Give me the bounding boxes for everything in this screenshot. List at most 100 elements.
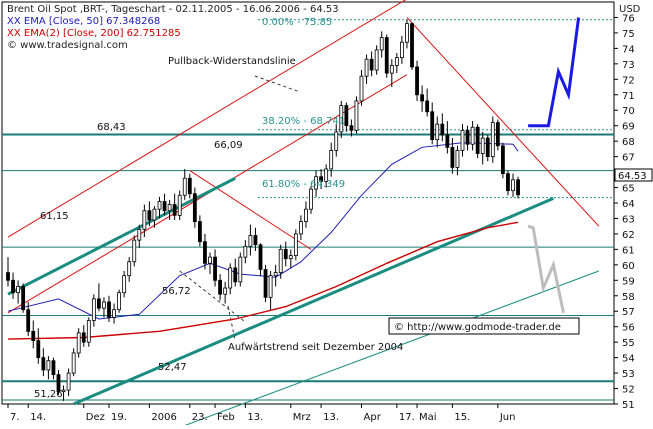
candle-body xyxy=(485,137,490,158)
candle-body xyxy=(374,49,379,71)
candle-body xyxy=(76,332,81,354)
fib-0-label: 0.00% - 75.85 xyxy=(262,17,332,28)
candle-body xyxy=(11,279,15,294)
level-label: 56,72 xyxy=(162,286,191,297)
y-tick-label: 76 xyxy=(622,13,635,24)
candle-body xyxy=(304,208,308,222)
candle-body xyxy=(465,129,470,145)
candle-body xyxy=(506,173,510,192)
candle-body xyxy=(162,201,167,212)
x-tick-label: 19. xyxy=(111,412,127,423)
candle-body xyxy=(213,256,217,281)
last-price-box xyxy=(614,168,653,182)
candle-body xyxy=(177,194,182,216)
ema50-line xyxy=(7,142,519,320)
candle-body xyxy=(283,248,288,260)
pullback-label: Pullback-Widerstandslinie xyxy=(168,56,296,67)
candle-body xyxy=(379,37,384,51)
candle-body xyxy=(500,145,505,175)
candle-body xyxy=(354,100,359,131)
candle-body xyxy=(309,188,313,210)
x-tick-label: Mai xyxy=(419,412,437,423)
y-tick-label: 55 xyxy=(622,338,635,349)
candle-body xyxy=(329,150,334,170)
candle-body xyxy=(248,235,253,247)
candle-body xyxy=(455,150,460,168)
x-tick-label: 23. xyxy=(192,412,208,423)
bull-forecast-line xyxy=(528,17,581,128)
y-tick-label: 52 xyxy=(622,385,635,396)
candle-body xyxy=(415,66,419,96)
y-tick-label: 67 xyxy=(622,153,635,164)
pullback-line xyxy=(189,170,312,250)
candle-body xyxy=(253,235,258,246)
candle-body xyxy=(258,244,263,270)
y-tick-label: 56 xyxy=(622,323,635,334)
candle-body xyxy=(66,372,71,391)
candle-body xyxy=(359,75,364,102)
header-source: © www.tradesignal.com xyxy=(7,40,128,51)
candle-body xyxy=(475,126,480,154)
candle-body xyxy=(233,267,238,283)
y-tick-label: 71 xyxy=(622,91,635,102)
candle-body xyxy=(243,245,248,258)
header-title: Brent Oil Spot ,BRT-, Tageschart - 02.11… xyxy=(7,4,339,15)
candle-body xyxy=(389,64,394,74)
candle-body xyxy=(369,58,374,71)
candle-body xyxy=(46,360,51,371)
candle-body xyxy=(86,320,91,343)
candle-body xyxy=(81,332,86,343)
candle-body xyxy=(480,137,485,154)
x-tick-label: 15. xyxy=(454,412,470,423)
uptrend-label: Aufwärtstrend seit Dezember 2004 xyxy=(228,342,403,353)
y-tick-label: 72 xyxy=(622,75,635,86)
candle-body xyxy=(339,105,344,133)
pullback-pointer-line xyxy=(254,75,301,93)
level-label: 51,26 xyxy=(34,389,63,400)
currency-label: USD xyxy=(619,4,641,15)
candle-body xyxy=(410,23,414,68)
candle-body xyxy=(117,292,121,311)
candle-body xyxy=(430,111,435,141)
candle-body xyxy=(511,179,515,192)
candle-body xyxy=(6,272,10,281)
y-tick-label: 62 xyxy=(622,230,635,241)
candle-body xyxy=(460,129,465,151)
annotations: Pullback-Widerstandslinie Aufwärtstrend … xyxy=(168,17,653,353)
candle-body xyxy=(273,272,278,277)
candle-body xyxy=(334,131,339,151)
y-tick-label: 63 xyxy=(622,214,635,225)
candle-body xyxy=(440,123,445,136)
chart-header: Brent Oil Spot ,BRT-, Tageschart - 02.11… xyxy=(7,4,641,51)
dashed-guide-line xyxy=(179,270,246,323)
y-tick-label: 61 xyxy=(622,245,635,256)
candle-body xyxy=(122,275,127,294)
candle-body xyxy=(203,241,207,264)
candle-body xyxy=(31,330,36,342)
resistance-line xyxy=(406,17,600,227)
candle-body xyxy=(223,287,228,295)
x-tick-label: 14. xyxy=(30,412,46,423)
candle-body xyxy=(324,168,329,182)
candle-body xyxy=(268,275,273,298)
candle-body xyxy=(192,193,197,222)
candle-body xyxy=(298,221,303,235)
candle-body xyxy=(197,221,202,243)
candle-body xyxy=(182,177,187,196)
level-label: 66,09 xyxy=(214,140,243,151)
candle-body xyxy=(228,267,233,289)
candle-body xyxy=(490,122,495,158)
candle-body xyxy=(399,41,404,59)
plot-frame xyxy=(1,1,615,405)
candle-body xyxy=(152,208,157,221)
fib-382-label: 38.20% - 68.741 xyxy=(262,116,345,127)
candle-body xyxy=(102,301,106,309)
x-tick-label: Feb xyxy=(217,412,235,423)
y-tick-label: 51 xyxy=(622,400,635,411)
x-tick-label: Dez xyxy=(86,412,105,423)
lower-trend-line xyxy=(173,270,600,429)
candle-body xyxy=(142,210,147,230)
candle-body xyxy=(364,58,369,77)
candle-body xyxy=(127,261,132,277)
